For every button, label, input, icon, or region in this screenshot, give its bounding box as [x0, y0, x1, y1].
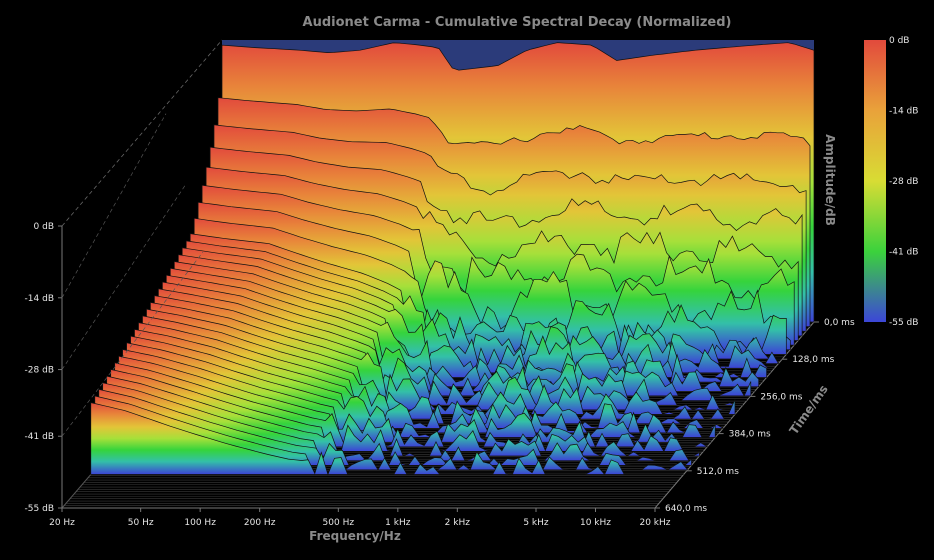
colorbar-label: -41 dB — [889, 248, 918, 258]
frequency-axis: 20 Hz 50 Hz 100 Hz 200 Hz 500 Hz 1 kHz 2 kHz 5 … — [49, 508, 671, 528]
x-tick-label: 100 Hz — [184, 518, 216, 528]
colorbar-label: -14 dB — [889, 107, 918, 117]
z-axis-title: Time/ms — [787, 382, 831, 437]
x-tick-label: 50 Hz — [128, 518, 154, 528]
decay-slice — [90, 402, 684, 476]
floor-right-edge — [654, 321, 815, 509]
x-tick-label: 200 Hz — [244, 518, 276, 528]
x-tick-label: 20 kHz — [639, 518, 670, 528]
y-grid-guide — [61, 113, 167, 298]
z-tick-label: 128,0 ms — [792, 355, 834, 365]
time-axis: 0,0 ms 128,0 ms 256,0 ms 384,0 ms 512,0 ms 64… — [655, 318, 855, 514]
z-tick-label: 384,0 ms — [729, 430, 771, 440]
x-tick-label: 20 Hz — [49, 518, 75, 528]
y-tick-label: -14 dB — [25, 294, 54, 304]
decay-surface — [90, 42, 815, 476]
z-tick-label: 640,0 ms — [665, 504, 707, 514]
x-tick-label: 1 kHz — [385, 518, 411, 528]
x-tick-label: 2 kHz — [445, 518, 471, 528]
x-tick-label: 500 Hz — [323, 518, 355, 528]
x-tick-label: 5 kHz — [523, 518, 549, 528]
y-tick-label: -28 dB — [25, 366, 54, 376]
z-tick-label: 512,0 ms — [697, 467, 739, 477]
z-tick-label: 256,0 ms — [760, 392, 802, 402]
colorbar-label: -28 dB — [889, 177, 918, 187]
y-tick-label: -55 dB — [25, 504, 54, 514]
colorbar: 0 dB -14 dB -28 dB -41 dB -55 dB — [864, 36, 918, 328]
x-tick-label: 10 kHz — [580, 518, 611, 528]
colorbar-label: -55 dB — [889, 318, 918, 328]
z-tick-label: 0,0 ms — [824, 318, 855, 328]
y-axis-guide — [61, 39, 223, 227]
y-tick-label: 0 dB — [34, 222, 54, 232]
y-axis-title: Amplitude/dB — [823, 134, 837, 226]
y-grid-guide — [61, 251, 204, 437]
colorbar-label: 0 dB — [889, 36, 909, 46]
y-tick-label: -41 dB — [25, 432, 54, 442]
x-axis-title: Frequency/Hz — [309, 529, 401, 543]
y-grid-guide — [61, 185, 186, 370]
colorbar-gradient — [864, 40, 886, 322]
chart-title: Audionet Carma - Cumulative Spectral Dec… — [303, 15, 732, 30]
amplitude-axis: 0 dB -14 dB -28 dB -41 dB -55 dB — [25, 39, 223, 514]
